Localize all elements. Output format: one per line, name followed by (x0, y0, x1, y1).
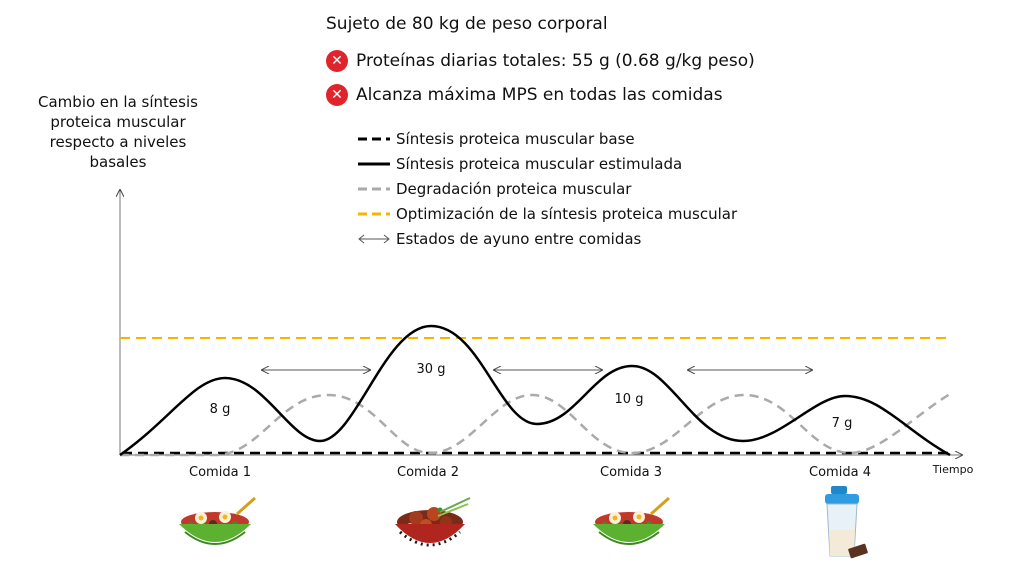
legend-label: Estados de ayuno entre comidas (396, 229, 642, 248)
header-item-protein: ✕ Proteínas diarias totales: 55 g (0.68 … (326, 50, 755, 72)
meal-1-protein: 8 g (209, 402, 231, 417)
stimulated-mps-curve (119, 324, 951, 457)
legend-label: Síntesis proteica muscular base (396, 129, 635, 148)
legend-label: Síntesis proteica muscular estimulada (396, 154, 683, 173)
salad-bowl-icon (179, 496, 256, 545)
meal-4-protein: 7 g (831, 416, 853, 431)
meal-3-protein: 10 g (614, 392, 644, 407)
header-item-text: Alcanza máxima MPS en todas las comidas (356, 85, 723, 105)
legend-swatch-stimulated (358, 162, 390, 165)
legend-item: Síntesis proteica muscular base (356, 126, 737, 151)
meal-4-label: Comida 4 (809, 465, 871, 480)
legend-swatch-baseline (358, 137, 390, 140)
double-arrow-icon (358, 234, 390, 243)
x-circle-icon: ✕ (326, 84, 348, 106)
x-axis-label: Tiempo (932, 463, 974, 476)
meal-2-label: Comida 2 (397, 465, 459, 480)
legend-item: Optimización de la síntesis proteica mus… (356, 201, 737, 226)
shaker-bottle-icon (825, 486, 868, 559)
legend-label: Degradación proteica muscular (396, 179, 632, 198)
legend-item: Degradación proteica muscular (356, 176, 737, 201)
legend-item: Síntesis proteica muscular estimulada (356, 151, 737, 176)
x-circle-icon: ✕ (326, 50, 348, 72)
meal-1-label: Comida 1 (189, 465, 251, 480)
meat-bowl-icon (395, 497, 471, 547)
legend-item: Estados de ayuno entre comidas (356, 226, 737, 251)
y-axis-label: Cambio en la síntesis proteica muscular … (38, 93, 198, 171)
legend-label: Optimización de la síntesis proteica mus… (396, 204, 738, 223)
header-item-mps: ✕ Alcanza máxima MPS en todas las comida… (326, 84, 723, 106)
salad-bowl-icon (593, 496, 670, 545)
header-item-text: Proteínas diarias totales: 55 g (0.68 g/… (356, 51, 755, 71)
legend-swatch-optimization (358, 212, 390, 215)
degradation-curve (120, 392, 951, 457)
meal-2-protein: 30 g (416, 362, 446, 377)
meal-3-label: Comida 3 (600, 465, 662, 480)
legend: Síntesis proteica muscular base Síntesis… (356, 126, 737, 251)
subject-title: Sujeto de 80 kg de peso corporal (326, 14, 608, 34)
legend-swatch-degradation (358, 187, 390, 190)
